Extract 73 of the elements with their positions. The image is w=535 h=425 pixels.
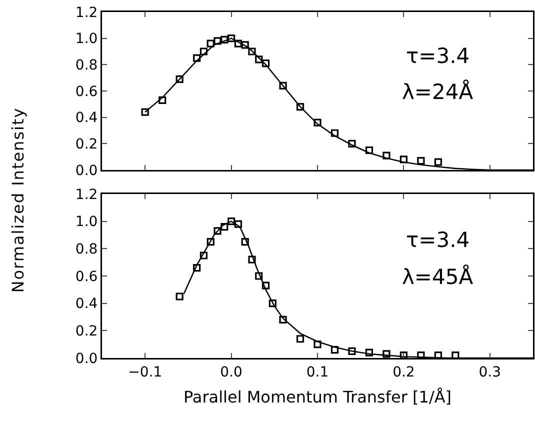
- point: [400, 156, 408, 164]
- y-tick-label: 1.0: [75, 214, 98, 230]
- point: [348, 347, 356, 355]
- point: [141, 108, 149, 116]
- point: [365, 348, 374, 356]
- point: [279, 82, 287, 90]
- point: [434, 351, 442, 358]
- point: [220, 223, 228, 231]
- point: [255, 56, 263, 64]
- y-tick-label: 0.8: [75, 242, 98, 258]
- y-axis-title: Normalized Intensity: [8, 107, 28, 293]
- point: [296, 335, 304, 343]
- point: [417, 156, 425, 165]
- point: [330, 129, 339, 137]
- x-tick-label: 0.1: [306, 364, 329, 380]
- annotation: τ=3.4: [406, 44, 470, 68]
- point: [314, 118, 322, 126]
- point: [365, 146, 374, 154]
- point: [214, 227, 222, 235]
- point: [255, 272, 263, 280]
- x-axis-title: Parallel Momentum Transfer [1/Å]: [183, 388, 452, 407]
- annotation: λ=24Å: [402, 79, 474, 104]
- x-tick-label: 0.3: [478, 364, 502, 380]
- point: [214, 37, 222, 45]
- point: [193, 54, 201, 62]
- x-tick-label: 0.0: [220, 364, 242, 380]
- point: [228, 34, 236, 42]
- y-tick-label: 0.2: [75, 324, 98, 340]
- point: [228, 218, 236, 226]
- point: [382, 350, 390, 358]
- point: [452, 351, 460, 358]
- point: [241, 238, 249, 246]
- point: [200, 252, 208, 260]
- y-tick-label: 0.4: [75, 296, 98, 312]
- point: [234, 40, 242, 48]
- point: [400, 351, 408, 358]
- point: [348, 140, 356, 148]
- x-tick-label: 0.2: [392, 364, 415, 380]
- point: [193, 264, 201, 272]
- point: [248, 48, 256, 56]
- x-tick-label: −0.1: [128, 364, 162, 380]
- y-tick-label: 0.4: [75, 110, 98, 126]
- y-tick-label: 0.6: [75, 268, 98, 285]
- annotation: τ=3.4: [406, 228, 470, 252]
- y-tick-label: 0.8: [75, 58, 98, 74]
- y-tick-label: 1.2: [75, 4, 98, 21]
- point: [262, 60, 270, 68]
- point: [296, 103, 304, 111]
- y-tick-label: 1.2: [75, 186, 98, 203]
- y-tick-label: 1.0: [75, 31, 98, 48]
- y-tick-label: 0.0: [75, 162, 98, 179]
- point: [262, 282, 270, 290]
- point: [382, 152, 390, 160]
- point: [241, 41, 249, 49]
- point: [434, 158, 442, 166]
- point: [176, 75, 184, 83]
- point: [417, 351, 425, 358]
- y-tick-label: 0.0: [75, 350, 98, 367]
- point: [268, 300, 276, 308]
- point: [314, 340, 322, 348]
- point: [200, 48, 208, 56]
- y-tick-label: 0.2: [75, 136, 98, 153]
- point: [234, 220, 242, 228]
- point: [330, 346, 339, 354]
- point: [206, 238, 214, 246]
- y-tick-label: 0.6: [75, 84, 98, 100]
- point: [158, 96, 166, 104]
- annotation: λ=45Å: [402, 264, 474, 289]
- point: [248, 256, 256, 264]
- point: [220, 36, 228, 44]
- point: [206, 40, 214, 48]
- point: [176, 292, 184, 300]
- point: [279, 316, 287, 324]
